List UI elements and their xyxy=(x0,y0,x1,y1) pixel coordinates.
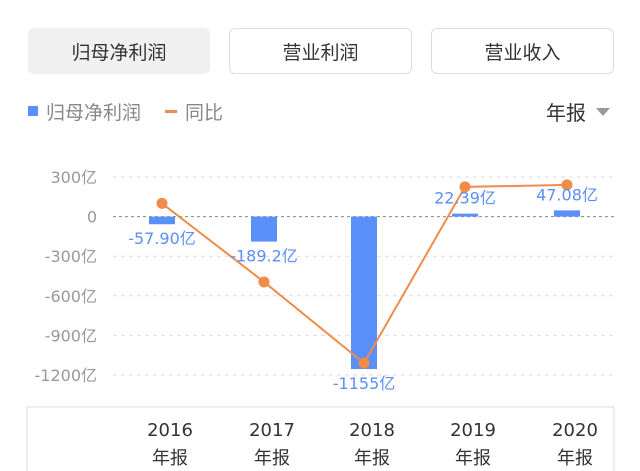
x-axis-frame xyxy=(26,406,615,471)
yoy-point xyxy=(358,357,370,369)
x-tick-label-year: 2018 xyxy=(349,420,395,441)
line-legend-label: 同比 xyxy=(185,101,224,124)
bar-legend-label: 归母净利润 xyxy=(46,101,142,124)
period-selector[interactable]: 年报 xyxy=(546,98,610,125)
chart-legend: 归母净利润 同比 xyxy=(28,98,223,124)
bar xyxy=(452,213,478,217)
y-tick-label: 300亿 xyxy=(50,168,97,187)
x-tick-label-year: 2020 xyxy=(552,420,598,441)
bar-data-label: -1155亿 xyxy=(333,374,396,393)
x-tick-label-period: 年报 xyxy=(354,448,390,469)
tab-net-profit-label: 归母净利润 xyxy=(71,41,167,64)
x-tick-label-year: 2016 xyxy=(147,420,193,441)
tab-net-profit[interactable]: 归母净利润 xyxy=(28,28,210,74)
yoy-point xyxy=(561,179,573,191)
tab-revenue[interactable]: 营业收入 xyxy=(431,28,614,74)
yoy-point xyxy=(459,181,471,193)
y-tick-label: -900亿 xyxy=(45,326,97,345)
bar-data-label: -189.2亿 xyxy=(230,247,298,266)
caret-down-icon xyxy=(596,108,610,116)
period-label: 年报 xyxy=(546,100,586,125)
x-tick-label-period: 年报 xyxy=(557,448,593,469)
y-tick-label: 0 xyxy=(87,208,97,227)
y-tick-label: -300亿 xyxy=(45,247,97,266)
bar-data-label: 22.39亿 xyxy=(434,189,496,208)
tab-operating-profit[interactable]: 营业利润 xyxy=(229,28,412,74)
bar xyxy=(149,216,175,225)
x-tick-label-period: 年报 xyxy=(455,448,491,469)
x-tick-label-period: 年报 xyxy=(152,448,188,469)
y-tick-label: -600亿 xyxy=(45,287,97,306)
bar-data-label: -57.90亿 xyxy=(128,229,196,248)
x-tick-label-year: 2017 xyxy=(249,420,295,441)
y-tick-label: -1200亿 xyxy=(35,366,98,385)
bar xyxy=(351,216,377,370)
x-tick-label-year: 2019 xyxy=(450,420,496,441)
yoy-point xyxy=(156,197,168,209)
x-tick-label-period: 年报 xyxy=(254,448,290,469)
bar xyxy=(554,210,580,217)
bar-legend-swatch xyxy=(28,106,38,116)
line-legend-swatch xyxy=(165,109,178,113)
tab-operating-profit-label: 营业利润 xyxy=(282,41,359,64)
tab-revenue-label: 营业收入 xyxy=(484,41,561,64)
yoy-point xyxy=(258,276,270,288)
bar-data-label: 47.08亿 xyxy=(536,185,598,204)
bar xyxy=(251,216,277,242)
